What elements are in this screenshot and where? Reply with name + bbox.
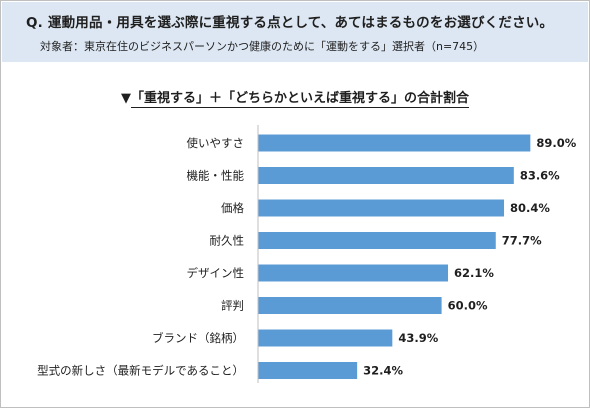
value-label: 80.4%: [510, 201, 550, 215]
category-label: ブランド（銘柄）: [152, 331, 244, 345]
category-label: デザイン性: [187, 266, 245, 280]
value-label: 43.9%: [398, 331, 438, 345]
value-label: 32.4%: [363, 364, 403, 378]
chart-title: ▼「重視する」＋「どちらかといえば重視する」の合計割合: [1, 87, 589, 108]
value-label: 77.7%: [502, 234, 542, 248]
bar: [258, 199, 505, 217]
subject-text: 対象者：東京在住のビジネスパーソンかつ健康のために「運動をする」選択者（n=74…: [40, 40, 485, 53]
bar: [258, 232, 496, 249]
bar-chart: 使いやすさ 89.0% 機能・性能 83.6% 価格 80.4% 耐久性 77.7% デザイン性…: [37, 125, 577, 383]
category-label: 評判: [221, 299, 244, 313]
value-label: 83.6%: [520, 169, 560, 183]
category-label: 耐久性: [210, 234, 245, 248]
bar: [258, 264, 449, 282]
category-label: 型式の新しさ（最新モデルであること）: [37, 364, 244, 378]
category-label: 使いやすさ: [187, 136, 245, 150]
question-header: Q. 運動用品・用具を選ぶ際に重視する点として、あてはまるものをお選びください。…: [2, 2, 588, 62]
bar: [258, 297, 442, 314]
bar: [258, 167, 514, 184]
value-label: 62.1%: [454, 266, 494, 280]
category-label: 機能・性能: [187, 169, 245, 183]
chart-title-text: 「重視する」＋「どちらかといえば重視する」の合計割合: [130, 91, 469, 108]
bar: [258, 329, 393, 347]
value-label: 89.0%: [536, 136, 576, 150]
triangle-marker-icon: ▼: [120, 91, 131, 106]
bar: [258, 362, 358, 379]
value-label: 60.0%: [448, 299, 488, 313]
bar: [258, 134, 531, 152]
question-text: Q. 運動用品・用具を選ぶ際に重視する点として、あてはまるものをお選びください。: [26, 15, 554, 31]
category-label: 価格: [221, 201, 244, 215]
